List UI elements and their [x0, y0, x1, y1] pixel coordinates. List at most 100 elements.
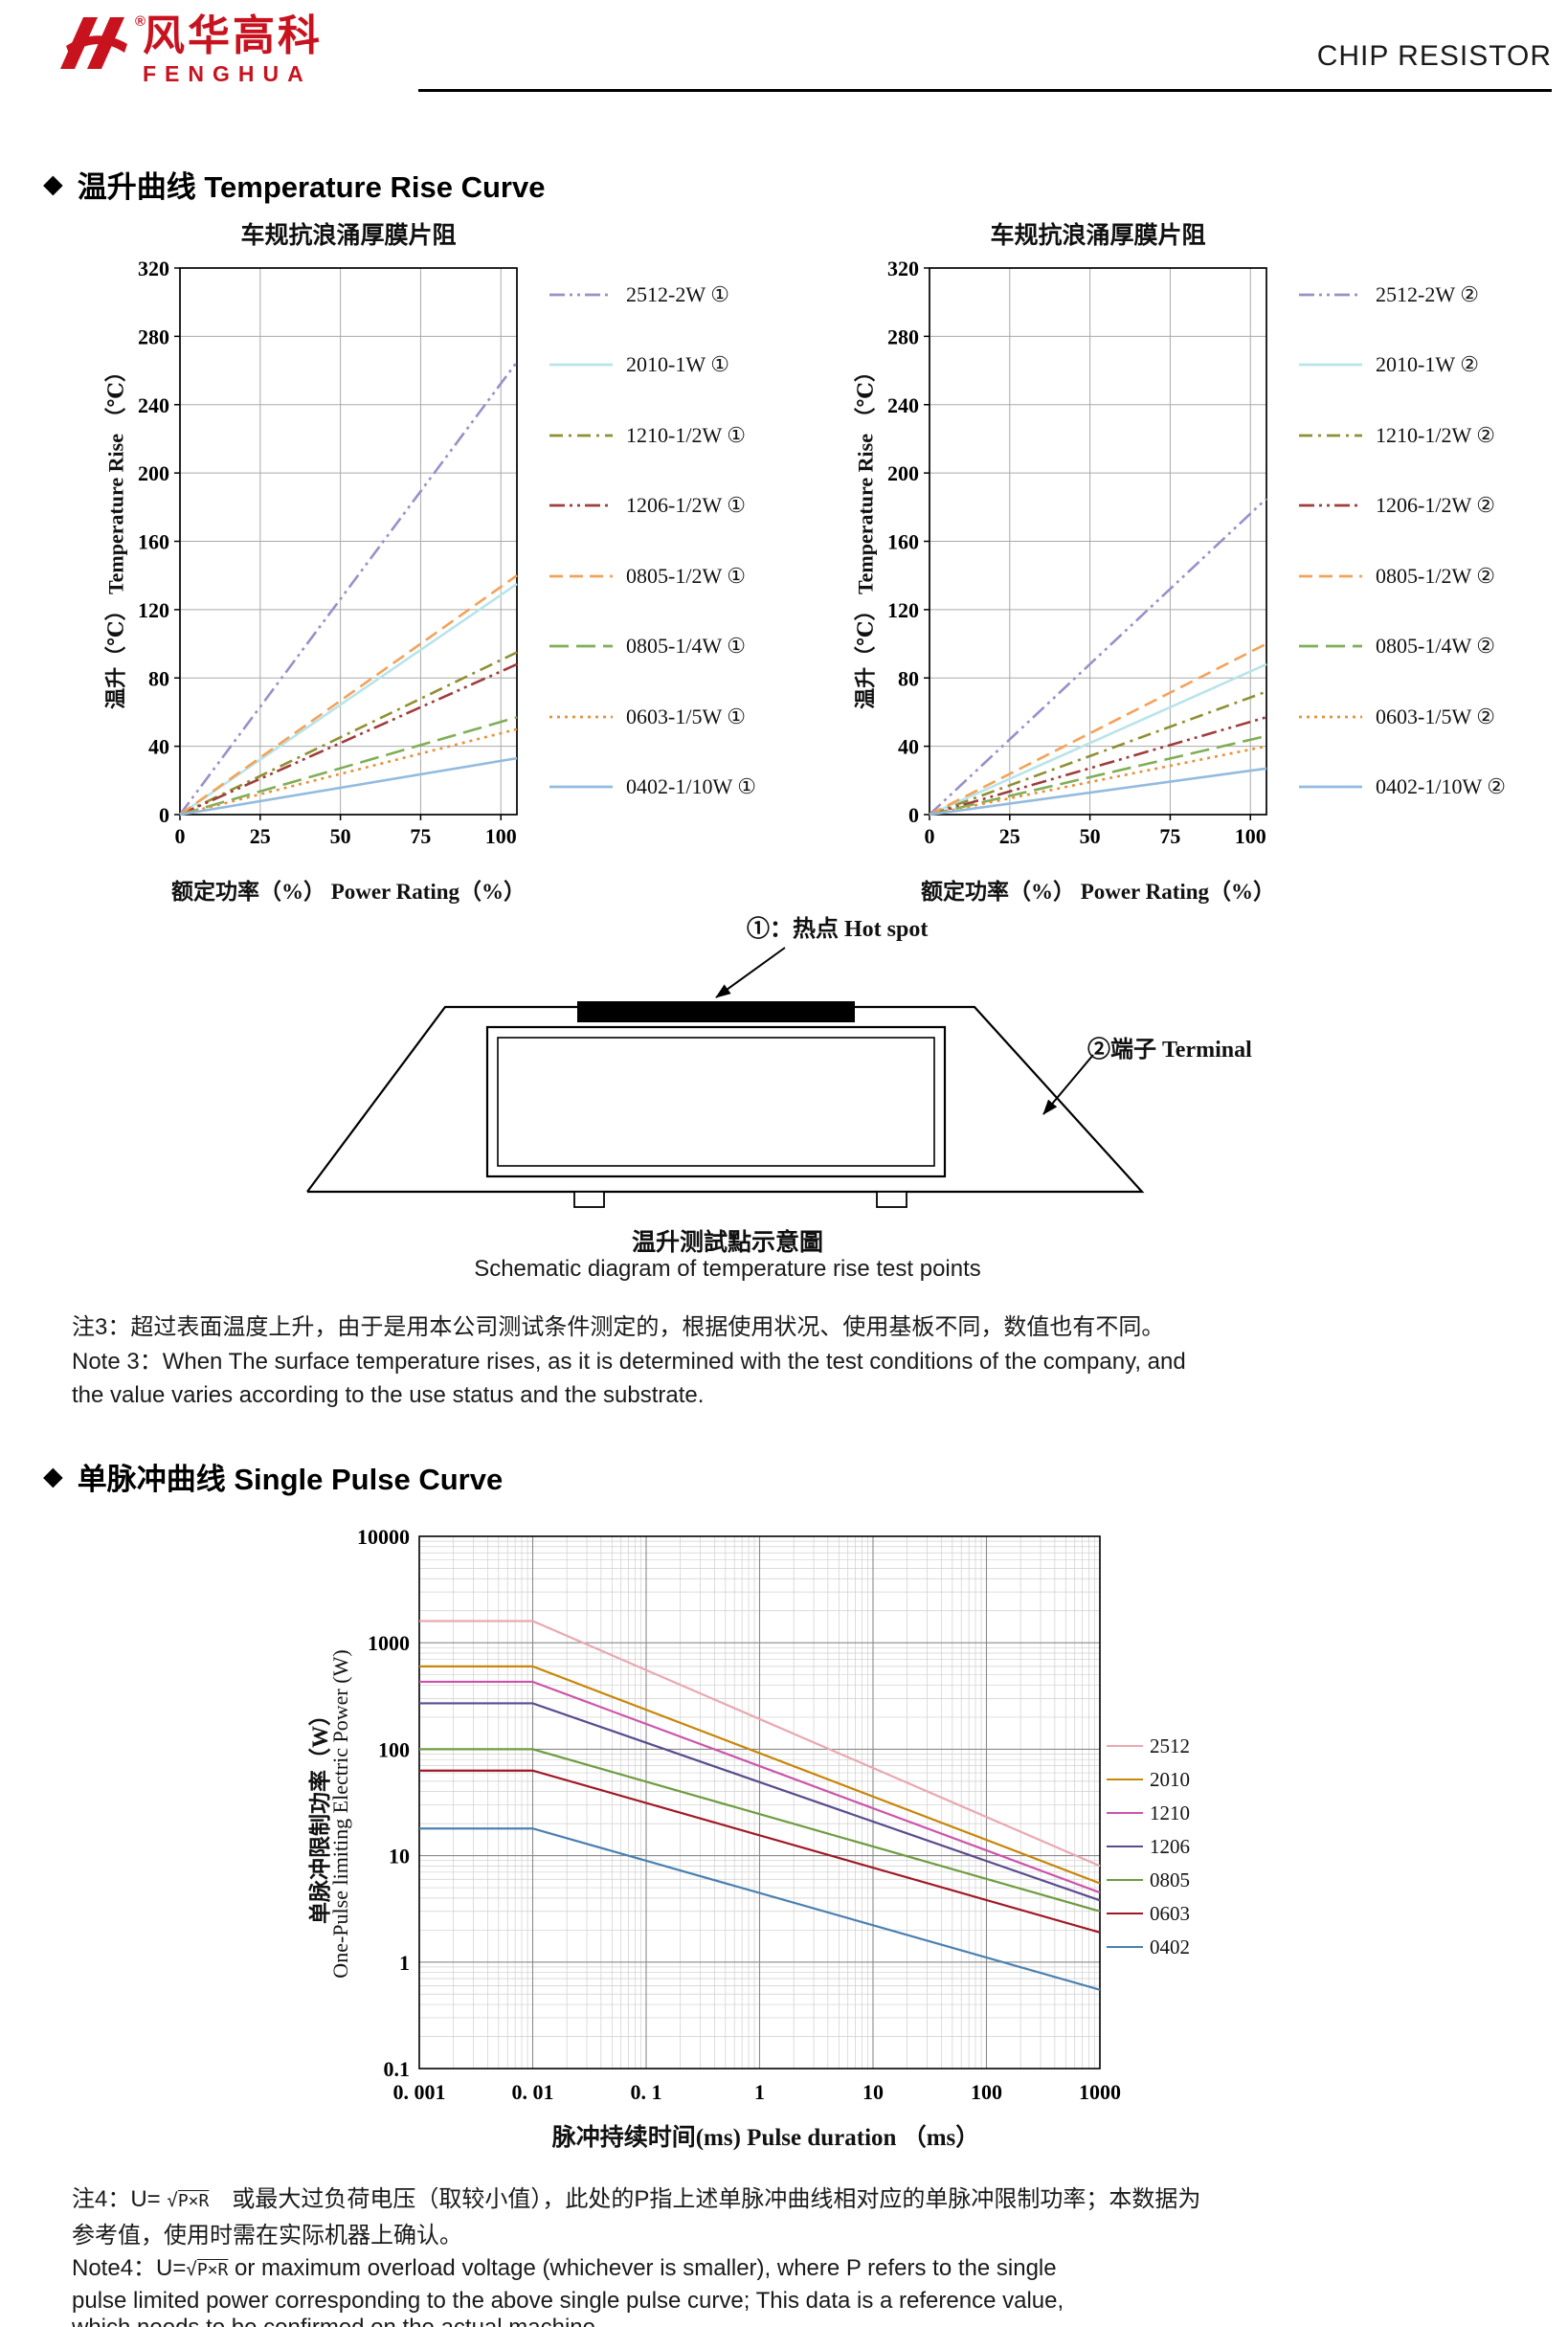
legend-line-sample	[1107, 1745, 1143, 1747]
legend-line-sample	[1107, 1913, 1143, 1914]
legend-label: 0805-1/4W ①	[626, 634, 747, 659]
temp-rise-test-schematic: ①：热点 Hot spot ②端子 Terminal 温升测試點示意圖 Sche…	[287, 900, 1359, 1302]
diamond-icon: ◆	[43, 169, 63, 198]
x-tick-label: 100	[1235, 824, 1266, 848]
legend-label: 1210	[1150, 1801, 1190, 1824]
x-tick-label: 25	[250, 824, 271, 848]
note3-cn: 注3：超过表面温度上升，由于是用本公司测试条件测定的，根据使用状况、使用基板不同…	[72, 1314, 1165, 1340]
y-tick-label: 1	[399, 1951, 410, 1975]
legend-line-sample	[1299, 715, 1362, 718]
note4-cn-line1: 注4：U= √P×R 或最大过负荷电压（取较小值），此处的P指上述单脉冲曲线相对…	[72, 2184, 1527, 2217]
note4-en-line1: Note4：U=√P×R or maximum overload voltage…	[72, 2253, 1527, 2286]
logo-cn-text: 风华高科	[143, 12, 323, 59]
legend-item: 0805	[1107, 1868, 1190, 1891]
series-line-0402-1/10W	[179, 756, 518, 817]
legend-label: 0402-1/10W ②	[1376, 773, 1507, 798]
legend-label: 1206	[1150, 1834, 1190, 1858]
legend-item: 0805-1/2W ②	[1297, 564, 1506, 589]
series-line-1210-1/2W	[179, 651, 518, 817]
y-tick-label: 40	[898, 735, 919, 759]
page-title: CHIP RESISTOR	[1316, 40, 1552, 72]
fenghua-logo-icon	[60, 17, 127, 69]
y-tick-label: 10	[389, 1845, 410, 1868]
legend-item: 2010-1W ①	[548, 352, 756, 377]
note3-en-line2: the value varies according to the use st…	[72, 1382, 705, 1408]
legend-item: 1210-1/2W ①	[548, 423, 756, 448]
terminal-label: ②端子 Terminal	[1087, 1038, 1252, 1063]
x-axis-label: 额定功率（%） Power Rating（%）	[170, 880, 526, 904]
y-tick-label: 120	[887, 598, 919, 622]
terminal-foot-left	[573, 1191, 605, 1208]
logo-text: 风华高科 FENGHUA	[143, 13, 323, 88]
y-tick-label: 240	[138, 393, 169, 417]
legend-label: 2010-1W ②	[1376, 352, 1479, 377]
series-line-0805-1/2W	[179, 574, 518, 817]
y-tick-label: 320	[887, 260, 919, 280]
legend-line-sample	[1107, 1946, 1143, 1948]
y-tick-label: 160	[138, 530, 169, 554]
legend-line-sample	[549, 715, 613, 718]
legend-label: 2010	[1150, 1767, 1190, 1791]
legend-line-sample	[549, 574, 613, 578]
x-tick-label: 0. 001	[393, 2080, 446, 2104]
legend-line-sample	[1299, 785, 1362, 789]
series-line-0805-1/4W	[929, 734, 1267, 817]
note4-en-line2: pulse limited power corresponding to the…	[72, 2288, 1064, 2314]
temp-rise-plot-terminal: 0 25 50 75 100 0 40 80 120 160 200 240 280 320	[887, 260, 1267, 848]
note3-en-line1: Note 3：When The surface temperature rise…	[72, 1349, 1186, 1375]
y-tick-label: 0.1	[384, 2057, 411, 2081]
legend-item: 2010	[1107, 1768, 1190, 1791]
legend-line-sample	[1299, 644, 1362, 648]
y-tick-label: 120	[138, 598, 169, 622]
legend-label: 2512	[1150, 1734, 1190, 1757]
resistor-body-inner	[497, 1037, 935, 1167]
y-tick-label: 160	[887, 530, 919, 554]
series-line-1210-1/2W	[929, 690, 1267, 817]
x-tick-label: 0. 01	[512, 2080, 554, 2104]
sqrt-symbol: √	[186, 2259, 197, 2280]
single-pulse-chart: 单脉冲限制功率（W） One-Pulse limiting Electric P…	[287, 1512, 1436, 2202]
legend-item: 0402	[1107, 1935, 1190, 1958]
logo-en-text: FENGHUA	[143, 61, 312, 86]
legend-line-sample	[1299, 574, 1362, 578]
legend-item: 1206-1/2W ①	[548, 493, 756, 518]
series-line-0805-1/2W	[929, 642, 1267, 817]
legend-item: 1206	[1107, 1835, 1190, 1858]
legend-line-sample	[1107, 1879, 1143, 1881]
series-line-0402-1/10W	[929, 767, 1267, 817]
diamond-icon: ◆	[43, 1462, 63, 1490]
legend-line-sample	[1299, 503, 1362, 507]
legend-line-sample	[1107, 1779, 1143, 1780]
legend-line-sample	[1299, 364, 1362, 367]
legend-item: 1210	[1107, 1801, 1190, 1824]
legend-item: 2512-2W ①	[548, 282, 756, 307]
chart-title: 车规抗浪涌厚膜片阻	[240, 222, 457, 249]
legend-label: 0805-1/2W ②	[1376, 563, 1496, 588]
x-tick-label: 100	[971, 2080, 1002, 2104]
note4-cn-line2: 参考值，使用时需在实际机器上确认。	[72, 2223, 462, 2249]
legend-item: 0805-1/4W ①	[548, 634, 756, 659]
legend-item: 0603	[1107, 1902, 1190, 1925]
y-tick-label: 10000	[357, 1527, 410, 1549]
series-line-0805-1/4W	[179, 716, 518, 817]
single-pulse-plot: 0. 001 0. 01 0. 1 1 10 100 1000 10000 1000 100 10 1…	[357, 1527, 1121, 2104]
legend-label: 1210-1/2W ①	[626, 422, 747, 447]
x-tick-label: 10	[862, 2080, 884, 2104]
x-axis-label: 额定功率（%） Power Rating（%）	[920, 880, 1276, 904]
legend-label: 0805-1/4W ②	[1376, 634, 1496, 659]
fenghua-logo: ® 风华高科 FENGHUA	[53, 13, 323, 88]
legend-label: 0402	[1150, 1935, 1190, 1958]
x-tick-label: 0	[925, 824, 935, 848]
hot-spot-arrow	[715, 947, 786, 998]
legend-line-sample	[1107, 1846, 1143, 1847]
sqrt-symbol: √	[167, 2190, 178, 2211]
legend-label: 0603-1/5W ②	[1376, 704, 1496, 728]
header-rule	[418, 89, 1552, 92]
series-line-2512-2W	[178, 361, 519, 816]
y-tick-label: 320	[138, 260, 169, 280]
legend-item: 2512-2W ②	[1297, 282, 1506, 307]
series-line-2512-2W	[929, 497, 1267, 816]
y-tick-label: 280	[887, 324, 919, 348]
legend-label: 0603-1/5W ①	[626, 704, 747, 728]
chart-legend: 2512-2W ② 2010-1W ② 1210-1/2W ② 1206-1/2W ②…	[1297, 282, 1506, 799]
